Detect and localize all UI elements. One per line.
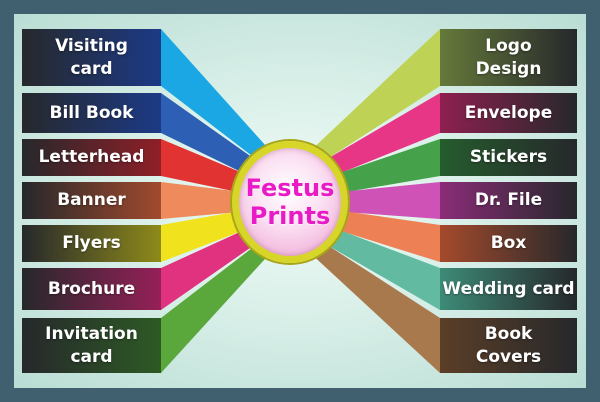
label-wedding-card: Wedding card xyxy=(440,268,577,310)
ray-logo-design xyxy=(306,29,440,173)
label-flyers: Flyers xyxy=(22,225,161,262)
label-text: Envelope xyxy=(464,102,553,123)
ray-bill-book xyxy=(161,93,262,182)
ray-book-covers xyxy=(306,231,440,373)
label-text: Book Covers xyxy=(475,323,542,367)
label-text: Flyers xyxy=(62,233,121,253)
label-text: Wedding card xyxy=(442,278,575,299)
label-brochure: Brochure xyxy=(22,268,161,310)
label-text: Letterhead xyxy=(38,147,145,167)
label-letterhead: Letterhead xyxy=(22,139,161,176)
center-hub: Festus Prints xyxy=(232,141,348,263)
label-text: Dr. File xyxy=(474,190,543,210)
label-text: Stickers xyxy=(469,147,548,167)
ray-visiting-card xyxy=(161,29,274,173)
ray-stickers xyxy=(327,139,440,196)
label-bill-book: Bill Book xyxy=(22,93,161,133)
ray-banner xyxy=(161,182,250,219)
label-text: Banner xyxy=(57,190,126,210)
label-banner: Banner xyxy=(22,182,161,219)
label-visiting-card: Visiting card xyxy=(22,29,161,86)
label-text: Visiting card xyxy=(55,35,128,79)
ray-envelope xyxy=(318,93,440,182)
label-text: Invitation card xyxy=(45,323,138,367)
ray-wedding-card xyxy=(318,222,440,310)
label-text: Logo Design xyxy=(475,35,542,79)
label-stickers: Stickers xyxy=(440,139,577,176)
ray-flyers xyxy=(161,208,253,262)
ray-brochure xyxy=(161,222,262,310)
ray-dr-file xyxy=(330,182,440,219)
center-title: Festus Prints xyxy=(245,174,335,230)
label-book-covers: Book Covers xyxy=(440,318,577,373)
ray-box xyxy=(327,208,440,262)
label-dr-file: Dr. File xyxy=(440,182,577,219)
label-box: Box xyxy=(440,225,577,262)
ray-invitation-card xyxy=(161,231,274,373)
label-envelope: Envelope xyxy=(440,93,577,133)
ray-letterhead xyxy=(161,139,253,196)
label-text: Brochure xyxy=(47,278,136,299)
label-text: Box xyxy=(490,233,527,253)
label-logo-design: Logo Design xyxy=(440,29,577,86)
label-invitation-card: Invitation card xyxy=(22,318,161,373)
label-text: Bill Book xyxy=(49,102,134,123)
